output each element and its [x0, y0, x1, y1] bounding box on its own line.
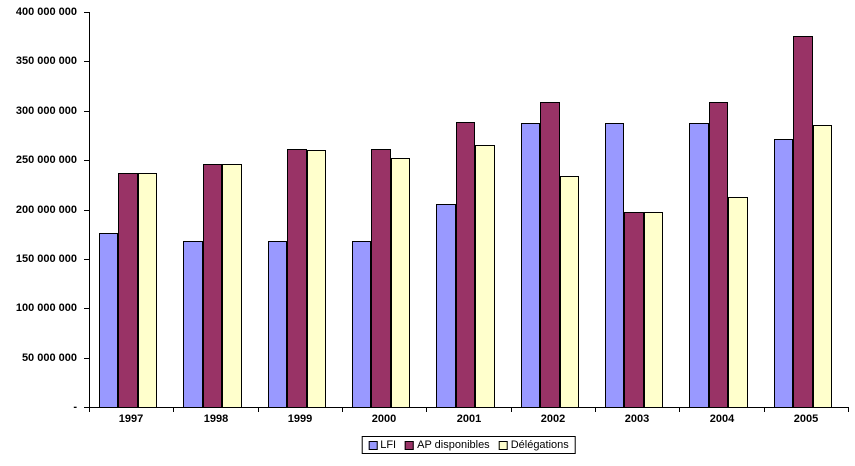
y-axis-tick [84, 259, 89, 260]
bar-ap-disponibles-1998 [202, 164, 223, 408]
y-axis-tick-label: 250 000 000 [15, 154, 77, 166]
bar-délégations-1997 [137, 173, 158, 408]
bar-lfi-2005 [773, 139, 794, 408]
bar-ap-disponibles-2005 [793, 35, 813, 408]
bar-délégations-2000 [390, 158, 411, 408]
bar-délégations-1999 [306, 150, 327, 409]
bar-ap-disponibles-2000 [371, 149, 391, 408]
x-axis-category-label: 2000 [371, 413, 397, 425]
x-axis-category-label: 2004 [709, 413, 735, 425]
legend-label: Délégations [510, 439, 569, 451]
legend-item-lfi: LFI [368, 439, 396, 451]
y-axis-tick [84, 12, 89, 13]
x-axis-category-label: 2002 [540, 413, 566, 425]
x-axis-category-label: 2003 [624, 413, 650, 425]
x-axis-category-label: 1999 [287, 413, 313, 425]
legend: LFI AP disponibles Délégations [361, 436, 576, 454]
bar-délégations-1998 [222, 164, 242, 408]
y-axis-tick-label: 50 000 000 [21, 352, 77, 364]
y-axis-tick-label: 100 000 000 [15, 302, 77, 314]
x-axis-tick [258, 408, 259, 412]
bar-délégations-2004 [728, 196, 748, 408]
x-axis-category-label: 1998 [203, 413, 229, 425]
y-axis-tick-label: 350 000 000 [15, 55, 77, 67]
y-axis-tick-label: 200 000 000 [15, 204, 77, 216]
legend-item-délégations: Délégations [498, 439, 569, 451]
legend-label: AP disponibles [417, 439, 490, 451]
bar-lfi-2000 [351, 241, 372, 408]
bar-ap-disponibles-2004 [708, 101, 729, 408]
y-axis-tick [84, 61, 89, 62]
bar-ap-disponibles-2003 [624, 211, 644, 408]
bar-ap-disponibles-1999 [287, 149, 307, 408]
x-axis-tick [173, 408, 174, 412]
x-axis-tick [511, 408, 512, 412]
x-axis-tick [595, 408, 596, 412]
bar-lfi-2001 [436, 203, 456, 408]
bar-lfi-1999 [267, 241, 288, 408]
y-axis-tick-label: 150 000 000 [15, 253, 77, 265]
y-axis-tick [84, 358, 89, 359]
x-axis-category-label: 1997 [118, 413, 144, 425]
y-axis-line [89, 12, 90, 408]
bar-ap-disponibles-1997 [118, 173, 138, 408]
bar-lfi-2002 [520, 122, 541, 408]
bar-délégations-2003 [643, 211, 664, 408]
bar-lfi-1998 [183, 241, 203, 408]
y-axis-tick [84, 160, 89, 161]
bar-lfi-2003 [604, 122, 625, 408]
x-axis-tick [848, 408, 849, 412]
x-axis-category-label: 2001 [456, 413, 482, 425]
y-axis-tick-label: 400 000 000 [15, 6, 77, 18]
y-axis-tick-label: 300 000 000 [15, 105, 77, 117]
bar-lfi-1997 [98, 233, 119, 408]
legend-label: LFI [380, 439, 397, 451]
x-axis-tick [342, 408, 343, 412]
bar-ap-disponibles-2001 [455, 121, 476, 408]
x-axis-tick [679, 408, 680, 412]
y-axis-tick [84, 210, 89, 211]
y-axis-tick [84, 111, 89, 112]
bar-ap-disponibles-2002 [540, 101, 560, 408]
x-axis-tick [764, 408, 765, 412]
y-axis-tick [84, 407, 89, 408]
x-axis-tick [426, 408, 427, 412]
legend-item-ap-disponibles: AP disponibles [405, 439, 490, 451]
legend-swatch [498, 440, 508, 450]
bar-délégations-2005 [812, 124, 833, 408]
y-axis-tick [84, 308, 89, 309]
legend-swatch [405, 440, 415, 450]
bar-lfi-2004 [689, 122, 709, 408]
y-axis-tick-label: - [73, 401, 77, 413]
legend-swatch [368, 440, 378, 450]
bar-délégations-2001 [475, 145, 495, 408]
bar-délégations-2002 [559, 175, 580, 408]
x-axis-tick [89, 408, 90, 412]
x-axis-category-label: 2005 [793, 413, 819, 425]
